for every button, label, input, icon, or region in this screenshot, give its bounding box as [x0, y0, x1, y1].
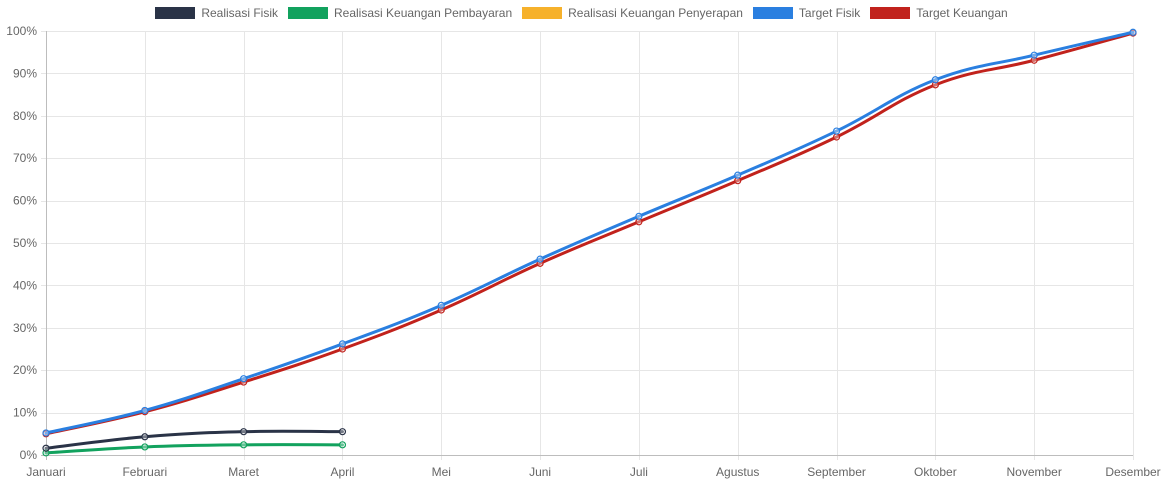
legend-swatch: [522, 7, 563, 19]
x-tick-label: Mei: [432, 465, 451, 479]
data-point[interactable]: [240, 441, 248, 449]
y-tick-label: 20%: [13, 363, 37, 377]
legend-label: Realisasi Fisik: [201, 6, 278, 20]
axes: [46, 31, 1133, 456]
data-point[interactable]: [734, 171, 742, 179]
x-tick-label: Maret: [228, 465, 259, 479]
series-target-keuangan: [42, 29, 1137, 438]
x-tick-label: April: [330, 465, 354, 479]
y-tick-label: 100%: [6, 24, 37, 38]
data-point[interactable]: [536, 255, 544, 263]
data-point[interactable]: [1030, 56, 1038, 64]
data-point[interactable]: [240, 428, 248, 436]
data-point[interactable]: [635, 212, 643, 220]
y-tick-label: 90%: [13, 66, 37, 80]
x-tick-label: November: [1007, 465, 1062, 479]
legend-item-target-keuangan[interactable]: Target Keuangan: [870, 6, 1008, 20]
legend-item-realisasi-keuangan-pembayaran[interactable]: Realisasi Keuangan Pembayaran: [288, 6, 512, 20]
series-target-fisik: [42, 28, 1137, 437]
y-tick-label: 60%: [13, 194, 37, 208]
legend-label: Realisasi Keuangan Pembayaran: [334, 6, 513, 20]
data-point[interactable]: [1030, 51, 1038, 59]
series-realisasi-keuangan-pembayaran: [42, 441, 347, 457]
y-tick-label: 10%: [13, 406, 37, 420]
y-tick-label: 40%: [13, 278, 37, 292]
x-tick-label: September: [807, 465, 866, 479]
legend-label: Target Keuangan: [916, 6, 1008, 20]
series-line-realisasi-fisik: [44, 429, 344, 450]
x-tick-label: Oktober: [914, 465, 957, 479]
x-tick-label: Desember: [1105, 465, 1160, 479]
data-point[interactable]: [141, 443, 149, 451]
x-tick-label: Februari: [122, 465, 167, 479]
series-lines: [42, 28, 1137, 457]
chart-legend: Realisasi Fisik Realisasi Keuangan Pembay…: [0, 6, 1163, 20]
data-point[interactable]: [931, 81, 939, 89]
legend-item-realisasi-keuangan-penyerapan[interactable]: Realisasi Keuangan Penyerapan: [522, 6, 743, 20]
legend-swatch: [288, 7, 328, 19]
data-point[interactable]: [338, 340, 347, 348]
y-tick-label: 70%: [13, 151, 37, 165]
data-point[interactable]: [1129, 28, 1137, 36]
legend-swatch: [870, 7, 911, 19]
y-tick-label: 50%: [13, 236, 37, 250]
y-tick-label: 30%: [13, 321, 37, 335]
x-tick-label: Januari: [26, 465, 65, 479]
data-point[interactable]: [338, 428, 347, 436]
legend-swatch: [155, 7, 196, 19]
tick-labels: 0% 10% 20% 30% 40% 50% 60% 70% 80% 90% 100% Januari…: [6, 24, 1160, 479]
data-point[interactable]: [240, 375, 248, 383]
legend-label: Target Fisik: [798, 6, 861, 20]
data-point[interactable]: [42, 429, 50, 437]
data-point[interactable]: [437, 301, 445, 309]
data-point[interactable]: [141, 433, 149, 441]
x-tick-label: Agustus: [716, 465, 759, 479]
data-point[interactable]: [338, 345, 347, 353]
legend-item-realisasi-fisik[interactable]: Realisasi Fisik: [155, 6, 278, 20]
y-tick-label: 80%: [13, 109, 37, 123]
legend-item-target-fisik[interactable]: Target Fisik: [752, 6, 861, 20]
x-tick-label: Juli: [630, 465, 648, 479]
series-line-target-fisik: [44, 30, 1135, 435]
legend-swatch: [752, 7, 793, 19]
series-line-target-keuangan: [44, 31, 1135, 436]
data-point[interactable]: [931, 76, 939, 84]
data-point[interactable]: [832, 127, 841, 135]
legend-label: Realisasi Keuangan Penyerapan: [568, 6, 743, 20]
data-point[interactable]: [141, 406, 149, 415]
series-realisasi-fisik: [42, 428, 347, 452]
x-tick-label: Juni: [529, 465, 551, 479]
data-point[interactable]: [42, 444, 50, 452]
data-point[interactable]: [832, 133, 841, 141]
series-line-realisasi-keuangan-pembayaran: [44, 443, 344, 455]
y-tick-label: 0%: [20, 448, 38, 462]
data-point[interactable]: [338, 441, 347, 449]
